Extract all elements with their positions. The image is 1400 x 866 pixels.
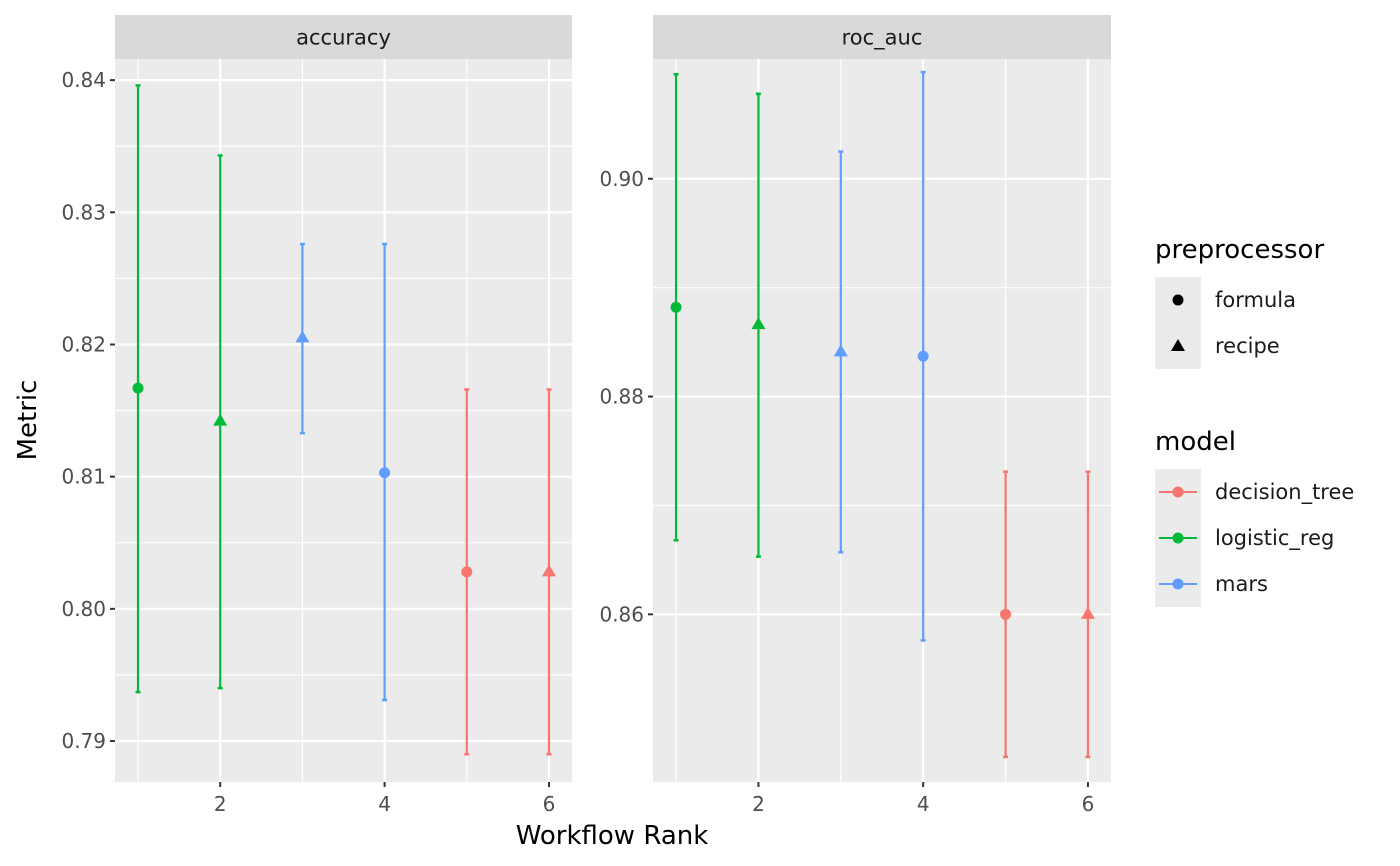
errorbars-accuracy xyxy=(132,84,556,756)
legend-dot-logistic-reg xyxy=(1172,532,1184,544)
legend-label-logistic-reg: logistic_reg xyxy=(1215,526,1334,551)
point-triangle xyxy=(541,564,556,577)
y-tick-label: 0.79 xyxy=(61,729,106,753)
legend-triangle-icon xyxy=(1171,339,1185,351)
point-triangle xyxy=(751,317,766,330)
y-tick-label: 0.82 xyxy=(61,332,106,356)
y-axis-accuracy: 0.79 0.80 0.81 0.82 0.83 0.84 xyxy=(61,68,115,753)
x-axis-accuracy: 2 4 6 xyxy=(214,782,556,816)
y-tick-label: 0.80 xyxy=(61,597,106,621)
point-circle xyxy=(670,301,682,313)
point-circle xyxy=(379,467,391,479)
panel-accuracy: accuracy 0.79 0.80 0.81 0.82 0.83 0.84 2 4 6 xyxy=(61,15,572,816)
point-circle xyxy=(461,566,473,578)
legend-label-recipe: recipe xyxy=(1215,334,1280,358)
x-tick-label: 6 xyxy=(1082,792,1095,816)
errorbar-rank-5 xyxy=(1000,470,1012,759)
x-tick-label: 2 xyxy=(214,792,227,816)
legend-preprocessor: preprocessor formula recipe xyxy=(1155,235,1324,369)
legend-label-decision-tree: decision_tree xyxy=(1215,480,1354,505)
y-tick-label: 0.84 xyxy=(61,68,106,92)
errorbars-roc-auc xyxy=(670,70,1095,759)
strip-background-accuracy xyxy=(115,15,572,59)
y-tick-label: 0.83 xyxy=(61,200,106,224)
y-tick-label: 0.90 xyxy=(599,167,644,191)
plot-background-accuracy xyxy=(115,59,572,782)
legend-circle-icon xyxy=(1172,294,1184,306)
legend-dot-mars xyxy=(1172,578,1184,590)
errorbar-rank-1 xyxy=(132,84,144,694)
errorbar-rank-6 xyxy=(1080,470,1095,759)
y-tick-label: 0.81 xyxy=(61,465,106,489)
errorbar-rank-4 xyxy=(917,70,929,642)
point-triangle xyxy=(833,344,848,357)
point-circle xyxy=(132,382,144,394)
errorbar-rank-1 xyxy=(670,72,682,542)
errorbar-rank-6 xyxy=(541,388,556,756)
legend-title-preprocessor: preprocessor xyxy=(1155,235,1324,265)
y-axis-title: Metric xyxy=(13,380,43,461)
y-axis-roc-auc: 0.86 0.88 0.90 xyxy=(599,167,653,626)
panel-roc-auc: roc_auc 0.86 0.88 0.90 2 4 6 xyxy=(599,15,1111,816)
x-tick-label: 4 xyxy=(378,792,391,816)
y-tick-label: 0.86 xyxy=(599,602,644,626)
point-circle xyxy=(1000,608,1012,620)
x-tick-label: 4 xyxy=(917,792,930,816)
legend-title-model: model xyxy=(1155,427,1236,457)
errorbar-rank-3 xyxy=(295,242,310,435)
errorbar-rank-2 xyxy=(751,92,766,558)
errorbar-rank-3 xyxy=(833,150,848,554)
x-axis-roc-auc: 2 4 6 xyxy=(752,782,1094,816)
errorbar-rank-2 xyxy=(213,154,228,690)
point-triangle xyxy=(1080,606,1095,619)
x-tick-label: 2 xyxy=(752,792,765,816)
errorbar-rank-5 xyxy=(461,388,473,756)
legend-label-mars: mars xyxy=(1215,572,1268,596)
strip-background-roc-auc xyxy=(653,15,1111,59)
x-tick-label: 6 xyxy=(543,792,556,816)
errorbar-rank-4 xyxy=(379,242,391,702)
x-axis-title: Workflow Rank xyxy=(516,821,709,851)
point-triangle xyxy=(213,413,228,426)
y-tick-label: 0.88 xyxy=(599,385,644,409)
plot-background-roc-auc xyxy=(653,59,1111,782)
point-circle xyxy=(917,350,929,362)
strip-label-accuracy: accuracy xyxy=(296,26,391,50)
legend-dot-decision-tree xyxy=(1172,486,1184,498)
point-triangle xyxy=(295,330,310,343)
legend-model: model decision_tree logistic_reg mars xyxy=(1155,427,1354,607)
strip-label-roc-auc: roc_auc xyxy=(842,26,923,51)
legend-label-formula: formula xyxy=(1215,288,1296,312)
